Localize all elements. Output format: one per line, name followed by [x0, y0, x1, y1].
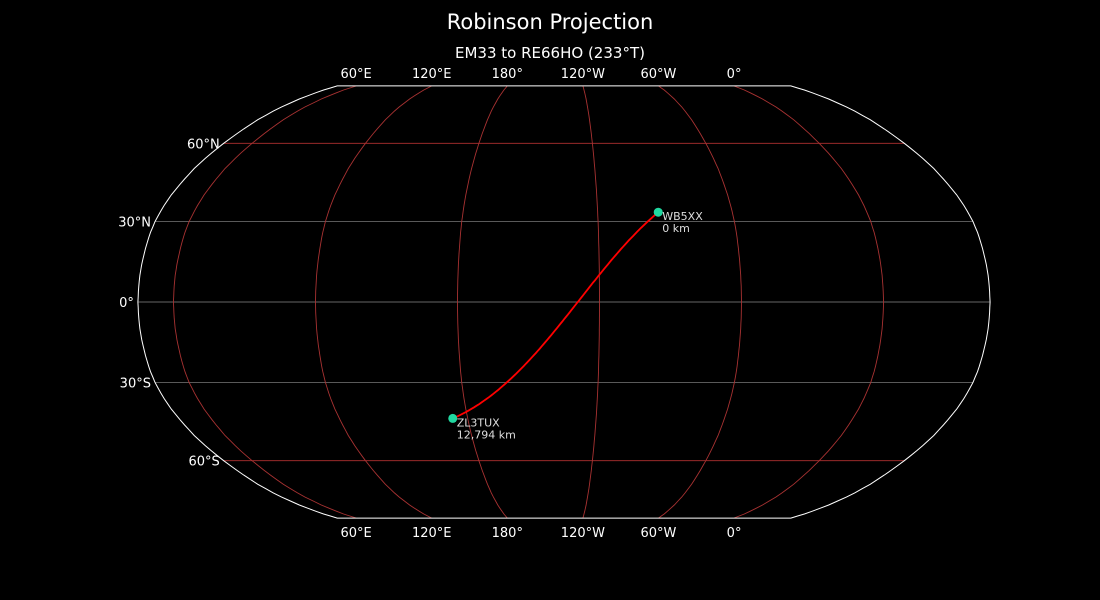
meridian-line: [658, 85, 742, 519]
latitude-tick-label: 30°N: [118, 216, 151, 231]
longitude-tick-label: 180°: [492, 526, 523, 541]
longitude-tick-label: 180°: [492, 67, 523, 82]
meridian-line: [172, 85, 357, 519]
station-distance: 12,794 km: [457, 428, 516, 441]
meridian-line: [315, 85, 432, 519]
latitude-tick-label: 0°: [119, 296, 134, 311]
latitude-tick-label: 60°N: [187, 137, 220, 152]
station-callsign: ZL3TUX: [457, 416, 500, 429]
station-distance: 0 km: [662, 222, 690, 235]
meridian-line: [457, 85, 508, 519]
longitude-tick-label: 60°E: [341, 67, 372, 82]
map-subtitle: EM33 to RE66HO (233°T): [455, 44, 645, 62]
longitude-tick-label: 120°W: [561, 526, 605, 541]
longitude-tick-label: 60°E: [341, 526, 372, 541]
map-title: Robinson Projection: [446, 10, 654, 34]
longitude-tick-label: 0°: [727, 67, 742, 82]
station-marker: [653, 207, 663, 217]
longitude-tick-label: 60°W: [641, 526, 677, 541]
great-circle-path: [452, 211, 659, 420]
longitude-tick-label: 0°: [727, 526, 742, 541]
station-callsign: WB5XX: [662, 210, 703, 223]
longitude-tick-label: 120°E: [412, 67, 452, 82]
map-boundary: [137, 85, 991, 519]
latitude-tick-label: 60°S: [188, 455, 219, 470]
longitude-tick-label: 120°E: [412, 526, 452, 541]
longitude-tick-label: 120°W: [561, 67, 605, 82]
latitude-tick-label: 30°S: [120, 376, 151, 391]
station-marker: [448, 413, 458, 423]
meridian-line: [733, 85, 885, 519]
meridian-line: [582, 85, 600, 519]
longitude-tick-label: 60°W: [641, 67, 677, 82]
